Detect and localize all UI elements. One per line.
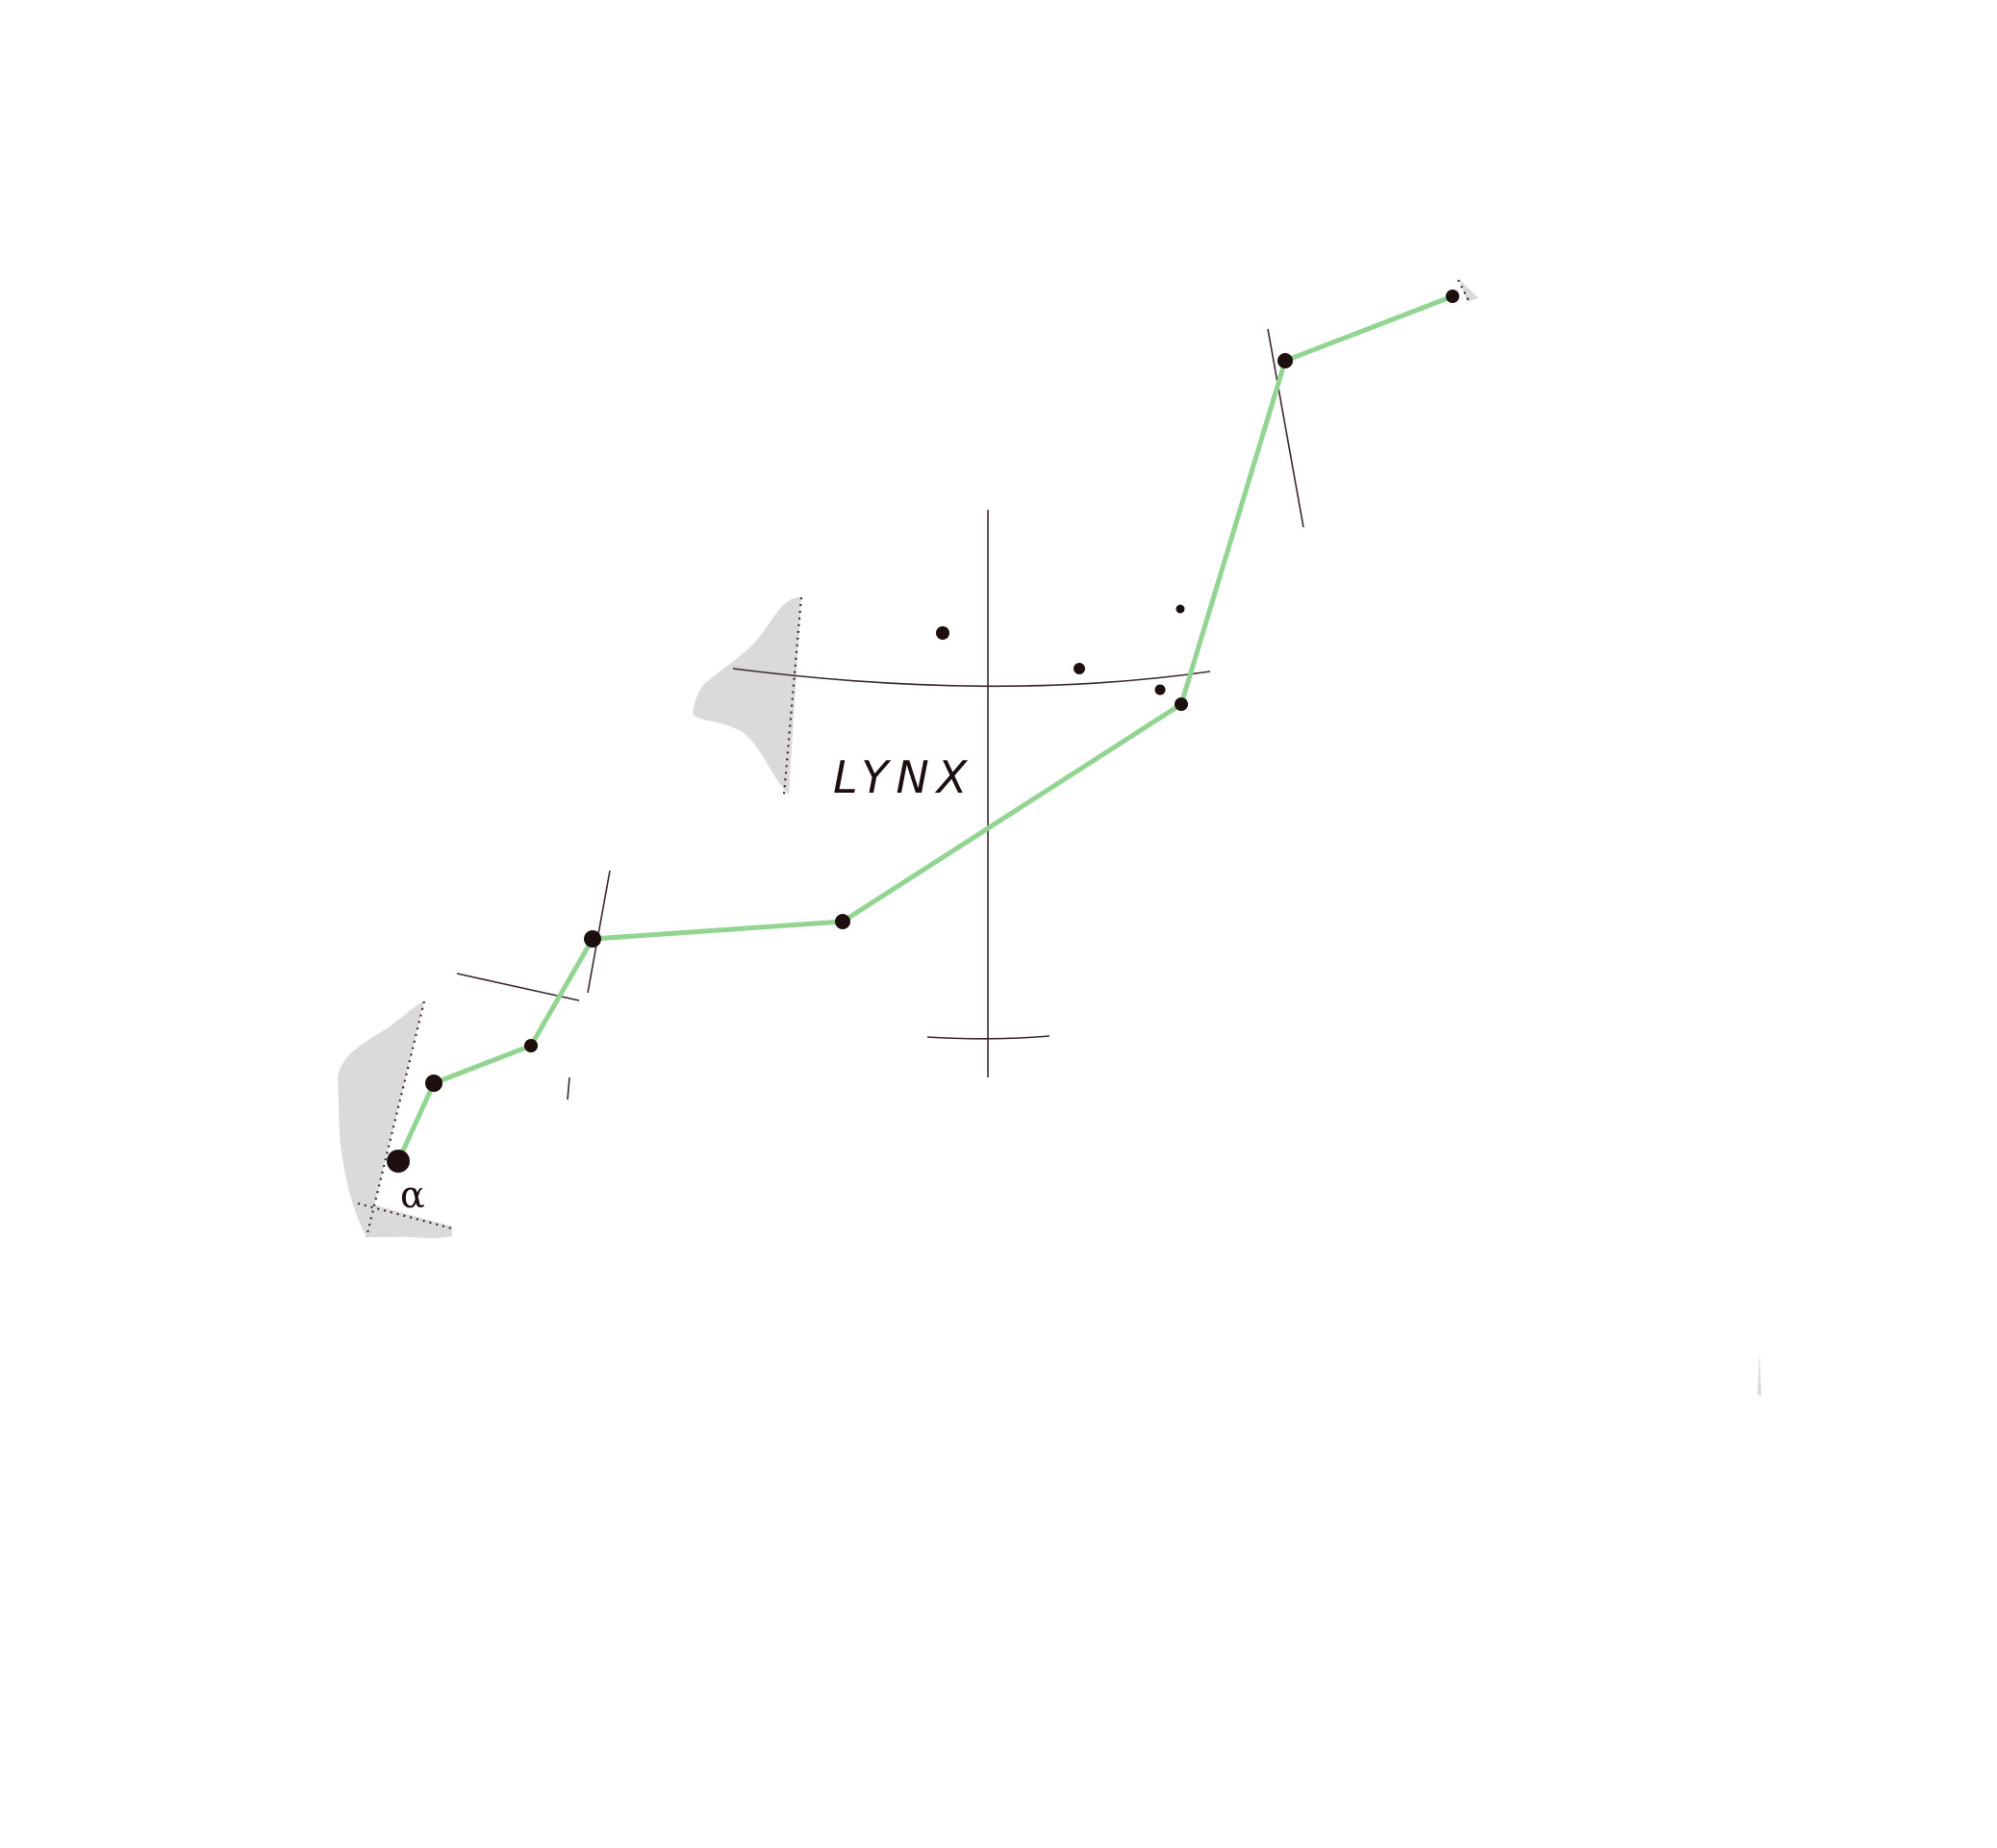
star-31-lyncis [524,1039,538,1052]
neighbor-region-top-right [1459,279,1479,302]
star-faint-4 [1175,604,1185,614]
star-alpha [387,1150,410,1173]
grid-line-dec-upper [732,668,1211,688]
grid-line-ra-right [1267,328,1304,528]
constellation-stick-figure [395,293,1455,1164]
stars [387,290,1459,1173]
star-upper-2 [1446,290,1459,303]
neighbor-region-lower-tab [367,1203,452,1239]
star-38-lyncis [425,1075,442,1092]
constellation-boundary-top-right [1457,279,1471,304]
constellation-name-label: LYNX [833,751,974,803]
star-alpha-label: α [400,1174,425,1216]
grid-tick-left [567,1076,570,1101]
star-upper-1 [1277,353,1293,368]
star-21-lyncis [584,930,601,948]
coordinate-grid [456,328,1304,1101]
star-15-lyncis [835,914,850,929]
constellation-boundary-lower [357,1000,453,1238]
star-2-lyncis [1175,697,1188,711]
star-faint-3 [1154,684,1166,696]
star-faint-1 [936,626,949,640]
neighbor-region-lower [338,1001,424,1237]
star-faint-2 [1074,663,1085,674]
grid-line-ra-left [587,870,611,994]
neighbor-region-bottom-right [1757,1352,1761,1395]
neighbor-region-upper [693,596,801,795]
grid-line-dec-lower [926,1035,1050,1040]
